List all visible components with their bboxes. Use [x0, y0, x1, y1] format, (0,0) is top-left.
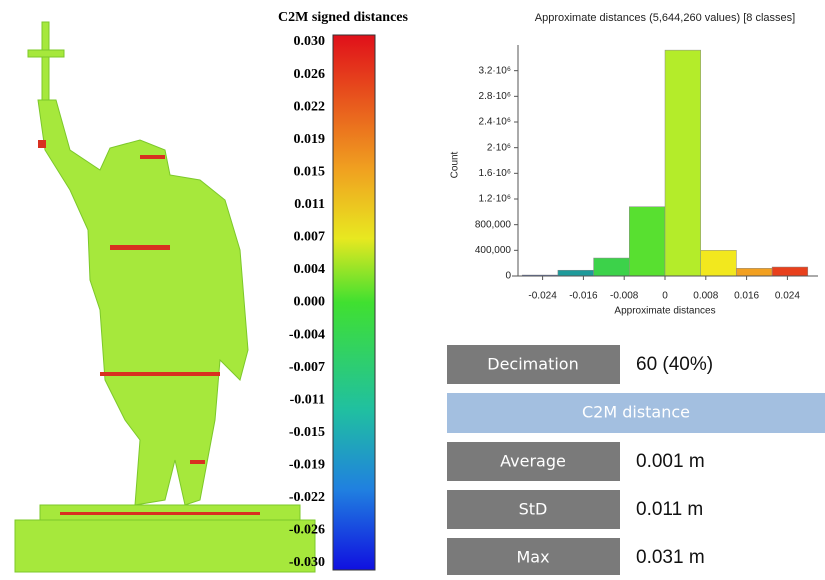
label-cell — [447, 442, 620, 481]
y-tick-label: 400,000 — [475, 245, 512, 256]
colorbar-label: -0.007 — [289, 360, 325, 375]
label-cell — [447, 490, 620, 529]
colorbar-label: -0.011 — [290, 392, 325, 407]
header-cell — [447, 393, 825, 433]
value-text: 0.031 m — [636, 547, 705, 568]
label-cell — [447, 538, 620, 577]
x-tick-label: 0.016 — [734, 291, 759, 302]
x-tick-label: 0.024 — [775, 291, 800, 302]
x-tick-label: -0.024 — [528, 291, 557, 302]
label-cell — [447, 345, 620, 384]
bar — [700, 250, 737, 277]
colorbar-label: 0.026 — [294, 67, 326, 82]
y-tick-label: 2.4·10⁶ — [479, 117, 511, 128]
y-tick-label: 800,000 — [475, 219, 512, 230]
x-tick-label: -0.016 — [569, 291, 598, 302]
y-tick-label: 1.6·10⁶ — [479, 168, 511, 179]
colorbar-label: 0.000 — [294, 295, 326, 310]
bar — [736, 268, 773, 277]
x-tick-label: 0 — [662, 291, 668, 302]
bar — [593, 257, 630, 277]
y-axis-label: Count — [450, 151, 461, 178]
y-tick-label: 2·10⁶ — [487, 142, 511, 153]
colorbar — [332, 34, 376, 571]
label-text: Decimation — [487, 355, 578, 374]
colorbar-label: -0.022 — [289, 490, 325, 505]
colorbar-label: -0.019 — [289, 458, 325, 473]
y-tick-label: 1.2·10⁶ — [479, 194, 511, 205]
colorbar-label: 0.019 — [294, 132, 326, 147]
y-tick-label: 0 — [505, 271, 511, 282]
bar — [771, 266, 809, 277]
colorbar-label: 0.007 — [294, 230, 326, 245]
bar — [557, 269, 594, 277]
bar — [664, 49, 701, 277]
y-tick-label: 3.2·10⁶ — [479, 65, 511, 76]
colorbar-title: C2M signed distances — [278, 10, 408, 25]
bar — [629, 206, 666, 277]
colorbar-label: 0.004 — [294, 262, 326, 277]
colorbar-label: -0.015 — [289, 425, 325, 440]
label-text: Max — [516, 548, 549, 567]
label-text: Average — [500, 452, 566, 471]
colorbar-label: 0.030 — [294, 34, 326, 49]
colorbar-label: -0.026 — [289, 523, 325, 538]
value-text: 0.011 m — [636, 499, 703, 520]
colorbar-label: -0.030 — [289, 555, 325, 570]
header-text: C2M distance — [582, 403, 690, 422]
colorbar-label: -0.004 — [289, 327, 325, 342]
value-text: 0.001 m — [636, 451, 705, 472]
colorbar-label: 0.022 — [294, 99, 326, 114]
label-text: StD — [519, 500, 548, 519]
x-tick-label: 0.008 — [693, 291, 718, 302]
histogram-title: Approximate distances (5,644,260 values)… — [535, 12, 795, 24]
colorbar-label: 0.011 — [294, 197, 325, 212]
y-tick-label: 2.8·10⁶ — [479, 91, 511, 102]
value-text: 60 (40%) — [636, 354, 713, 375]
x-axis-label: Approximate distances — [614, 306, 715, 317]
colorbar-label: 0.015 — [294, 164, 326, 179]
x-tick-label: -0.008 — [610, 291, 639, 302]
statue-image — [14, 21, 316, 573]
